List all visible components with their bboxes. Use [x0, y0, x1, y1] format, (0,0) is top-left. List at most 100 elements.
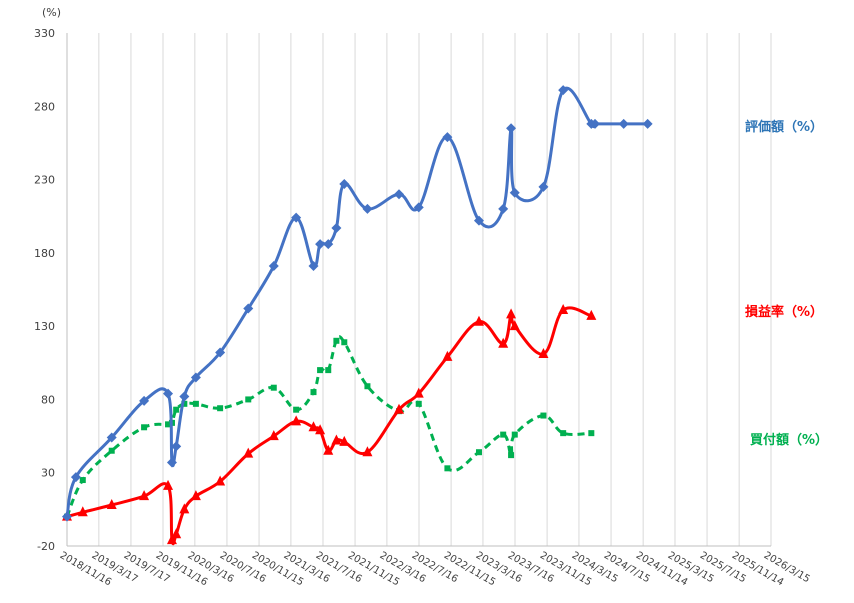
point-soneki	[243, 447, 254, 458]
series-label-soneki: 損益率（%）	[745, 304, 823, 320]
point-kaitsuke	[108, 447, 115, 454]
point-hyouka	[506, 123, 517, 134]
point-kaitsuke	[79, 477, 86, 484]
point-soneki	[139, 490, 150, 501]
point-soneki	[413, 387, 424, 398]
point-soneki	[506, 308, 517, 319]
point-kaitsuke	[217, 405, 224, 412]
point-soneki	[106, 498, 117, 509]
point-hyouka	[171, 441, 182, 452]
series-label-kaitsuke: 買付額（%）	[750, 432, 828, 448]
point-hyouka	[106, 432, 117, 443]
point-soneki	[77, 506, 88, 517]
point-hyouka	[166, 457, 177, 468]
point-soneki	[323, 444, 334, 455]
series-label-hyouka: 評価額（%）	[745, 119, 823, 135]
point-soneki	[315, 424, 326, 435]
point-kaitsuke	[165, 421, 172, 428]
point-kaitsuke	[141, 424, 148, 431]
point-hyouka	[215, 347, 226, 358]
point-hyouka	[163, 388, 174, 399]
point-hyouka	[243, 303, 254, 314]
point-kaitsuke	[511, 431, 518, 438]
y-tick-label: 180	[34, 247, 55, 260]
point-hyouka	[442, 132, 453, 143]
point-hyouka	[618, 118, 629, 129]
y-tick-labels: -20 30 80 130 180 230 280 330	[34, 27, 55, 553]
y-axis-unit-label: (%)	[42, 6, 61, 19]
y-tick-label: 330	[34, 27, 55, 40]
point-hyouka	[70, 472, 81, 483]
point-hyouka	[62, 511, 72, 522]
point-hyouka	[413, 202, 424, 213]
grid-lines	[66, 33, 772, 547]
point-kaitsuke	[588, 430, 595, 437]
point-kaitsuke	[293, 406, 300, 413]
point-kaitsuke	[317, 367, 324, 374]
point-soneki	[215, 475, 226, 486]
point-soneki	[291, 415, 302, 426]
point-hyouka	[339, 178, 350, 189]
point-hyouka	[590, 118, 600, 129]
point-hyouka	[331, 222, 342, 233]
point-hyouka	[362, 203, 373, 214]
point-soneki	[179, 503, 190, 514]
point-soneki	[331, 434, 342, 445]
point-soneki	[166, 534, 177, 545]
point-hyouka	[291, 212, 302, 223]
point-kaitsuke	[270, 384, 277, 391]
point-soneki	[362, 446, 373, 457]
point-hyouka	[509, 187, 520, 198]
point-kaitsuke	[333, 337, 340, 344]
y-tick-label: 280	[34, 100, 55, 113]
point-soneki	[163, 479, 174, 490]
point-kaitsuke	[245, 396, 252, 403]
point-kaitsuke	[325, 367, 332, 374]
point-hyouka	[308, 261, 319, 272]
point-kaitsuke	[560, 430, 567, 437]
point-hyouka	[315, 239, 326, 250]
point-kaitsuke	[192, 400, 199, 407]
point-kaitsuke	[444, 465, 451, 472]
point-soneki	[394, 403, 405, 414]
point-kaitsuke	[415, 400, 422, 407]
point-kaitsuke	[310, 389, 317, 396]
point-kaitsuke	[540, 412, 547, 419]
point-soneki	[538, 347, 549, 358]
point-soneki	[558, 304, 569, 315]
point-hyouka	[179, 391, 190, 402]
point-kaitsuke	[500, 431, 507, 438]
point-soneki	[586, 309, 597, 320]
point-soneki	[171, 528, 182, 539]
point-soneki	[498, 337, 509, 348]
series-group	[62, 85, 653, 546]
point-soneki	[473, 315, 484, 326]
point-hyouka	[498, 203, 509, 214]
point-soneki	[339, 435, 350, 446]
y-tick-label: 230	[34, 174, 55, 187]
point-soneki	[308, 421, 319, 432]
y-tick-label: 80	[41, 393, 55, 406]
point-hyouka	[268, 261, 279, 272]
y-tick-label: -20	[37, 540, 55, 553]
point-hyouka	[190, 372, 201, 383]
y-tick-label: 30	[41, 467, 55, 480]
point-kaitsuke	[508, 452, 515, 459]
point-kaitsuke	[181, 400, 188, 407]
y-tick-label: 130	[34, 320, 55, 333]
point-soneki	[268, 430, 279, 441]
point-kaitsuke	[341, 339, 348, 346]
point-hyouka	[473, 215, 484, 226]
point-hyouka	[558, 85, 569, 96]
point-hyouka	[323, 239, 334, 250]
point-kaitsuke	[364, 383, 371, 390]
point-kaitsuke	[475, 449, 482, 456]
point-hyouka	[538, 181, 549, 192]
point-hyouka	[394, 189, 405, 200]
point-soneki	[509, 320, 520, 331]
point-hyouka	[642, 118, 653, 129]
point-soneki	[442, 350, 453, 361]
point-hyouka	[139, 395, 150, 406]
